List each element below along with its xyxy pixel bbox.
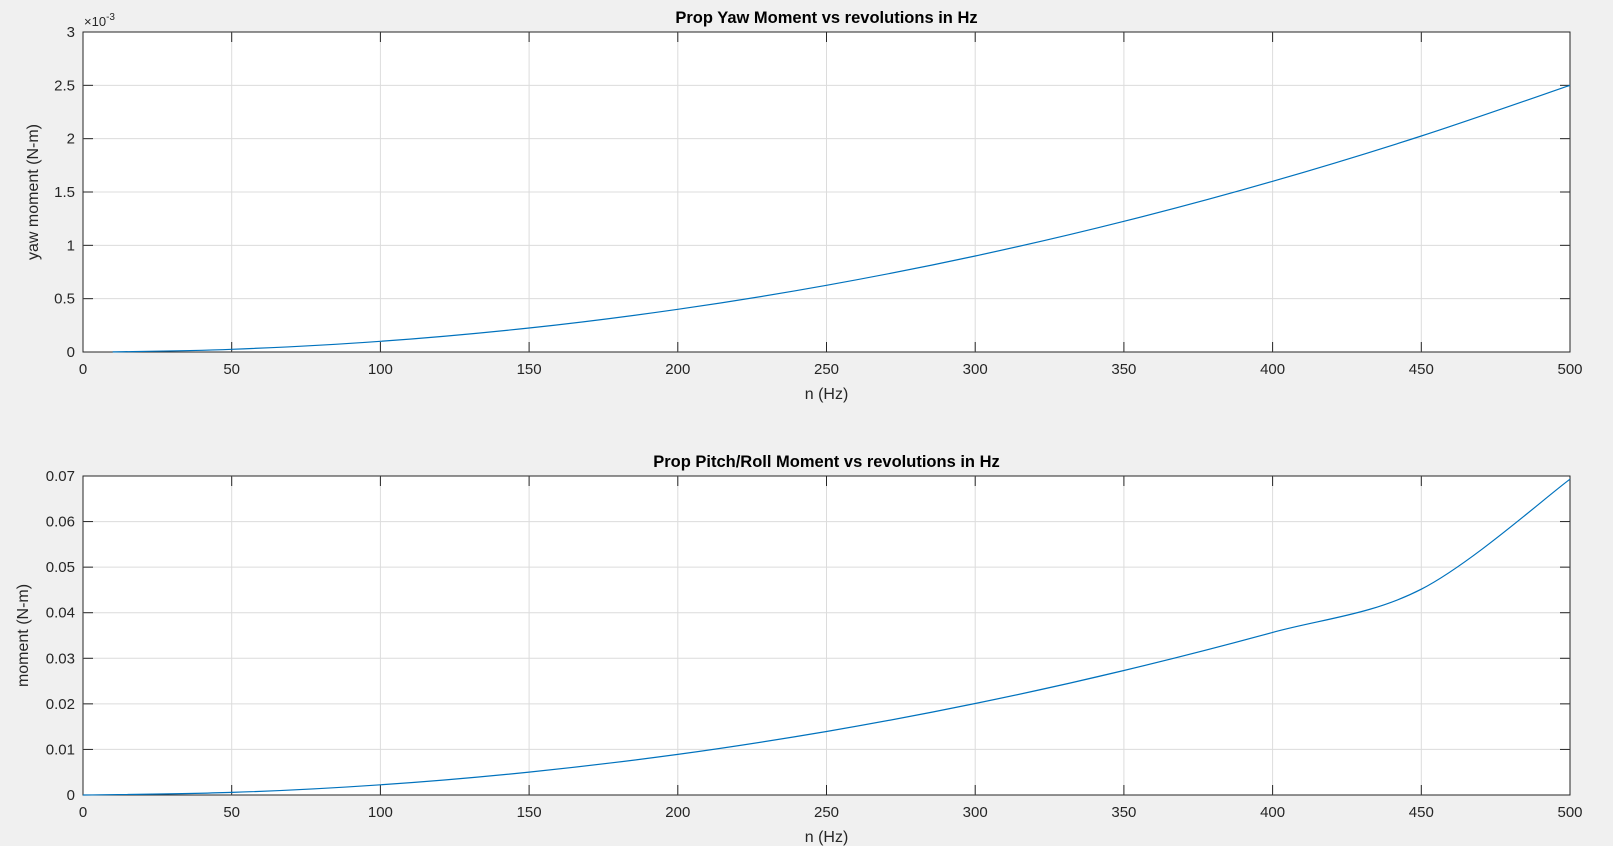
pitch-roll-x-tick-label: 300 [963, 804, 988, 821]
yaw-y-exponent-base: ×10 [84, 14, 106, 29]
pitch-roll-y-tick-label: 0.03 [46, 650, 75, 667]
yaw-y-tick-label: 1.5 [54, 184, 75, 201]
pitch-roll-x-tick-label: 350 [1111, 804, 1136, 821]
yaw-x-tick-labels: 0 50 100 150 200 250 300 350 400 450 500 [79, 361, 1583, 378]
yaw-x-tick-label: 200 [665, 361, 690, 378]
yaw-x-tick-label: 500 [1557, 361, 1582, 378]
pitch-roll-x-tick-label: 500 [1557, 804, 1582, 821]
yaw-moment-plot: 0 50 100 150 200 250 300 350 400 450 500 0 0.5 1 1.5 2… [25, 9, 1583, 403]
yaw-x-tick-label: 450 [1409, 361, 1434, 378]
pitch-roll-y-tick-label: 0.05 [46, 559, 75, 576]
pitch-roll-x-tick-label: 250 [814, 804, 839, 821]
yaw-x-axis-label: n (Hz) [805, 386, 849, 403]
pitch-roll-y-tick-label: 0.01 [46, 741, 75, 758]
pitch-roll-x-tick-label: 450 [1409, 804, 1434, 821]
pitch-roll-y-grid [83, 521, 1570, 750]
pitch-roll-y-tick-label: 0.02 [46, 696, 75, 713]
yaw-x-tick-label: 350 [1111, 361, 1136, 378]
yaw-y-tick-label: 2.5 [54, 77, 75, 94]
yaw-y-grid [83, 84, 1570, 300]
yaw-y-exponent-power: -3 [106, 12, 115, 23]
yaw-x-tick-label: 150 [517, 361, 542, 378]
pitch-roll-x-tick-label: 400 [1260, 804, 1285, 821]
pitch-roll-y-tick-label: 0.04 [46, 605, 75, 622]
yaw-moment-curve [112, 84, 1571, 353]
yaw-y-tick-label: 1 [67, 237, 75, 254]
pitch-roll-y-tick-label: 0.06 [46, 514, 75, 531]
pitch-roll-y-tick-label: 0 [67, 787, 75, 804]
yaw-y-tick-label: 0 [67, 344, 75, 361]
pitch-roll-x-tick-label: 200 [665, 804, 690, 821]
pitch-roll-y-tick-label: 0.07 [46, 468, 75, 485]
yaw-y-tick-label: 2 [67, 131, 75, 148]
yaw-x-tick-label: 250 [814, 361, 839, 378]
yaw-y-tick-label: 3 [67, 24, 75, 41]
pitch-roll-x-tick-label: 50 [223, 804, 240, 821]
yaw-y-tick-label: 0.5 [54, 291, 75, 308]
pitch-roll-x-tick-labels: 0 50 100 150 200 250 300 350 400 450 500 [79, 804, 1583, 821]
pitch-roll-x-tick-label: 150 [517, 804, 542, 821]
yaw-x-tick-label: 100 [368, 361, 393, 378]
yaw-y-tick-labels: 0 0.5 1 1.5 2 2.5 3 [54, 24, 75, 361]
yaw-x-tick-label: 300 [963, 361, 988, 378]
yaw-x-tick-label: 400 [1260, 361, 1285, 378]
yaw-chart-title: Prop Yaw Moment vs revolutions in Hz [675, 9, 977, 27]
pitch-roll-y-tick-labels: 0 0.01 0.02 0.03 0.04 0.05 0.06 0.07 [46, 468, 75, 804]
yaw-y-axis-label: yaw moment (N-m) [25, 124, 42, 260]
pitch-roll-y-axis-label: moment (N-m) [15, 584, 32, 687]
pitch-roll-x-grid [231, 476, 1422, 795]
pitch-roll-tick-marks [82, 475, 1571, 796]
yaw-x-tick-label: 0 [79, 361, 87, 378]
yaw-y-exponent-label: ×10-3 [84, 12, 115, 29]
yaw-x-tick-label: 50 [223, 361, 240, 378]
pitch-roll-moment-plot: 0 50 100 150 200 250 300 350 400 450 500 0 0.01 0.02… [15, 453, 1583, 846]
pitch-roll-x-tick-label: 0 [79, 804, 87, 821]
pitch-roll-moment-curve [82, 478, 1571, 796]
pitch-roll-x-axis-label: n (Hz) [805, 829, 849, 846]
yaw-tick-marks [82, 31, 1571, 353]
pitch-roll-chart-title: Prop Pitch/Roll Moment vs revolutions in… [653, 453, 1000, 471]
pitch-roll-x-tick-label: 100 [368, 804, 393, 821]
